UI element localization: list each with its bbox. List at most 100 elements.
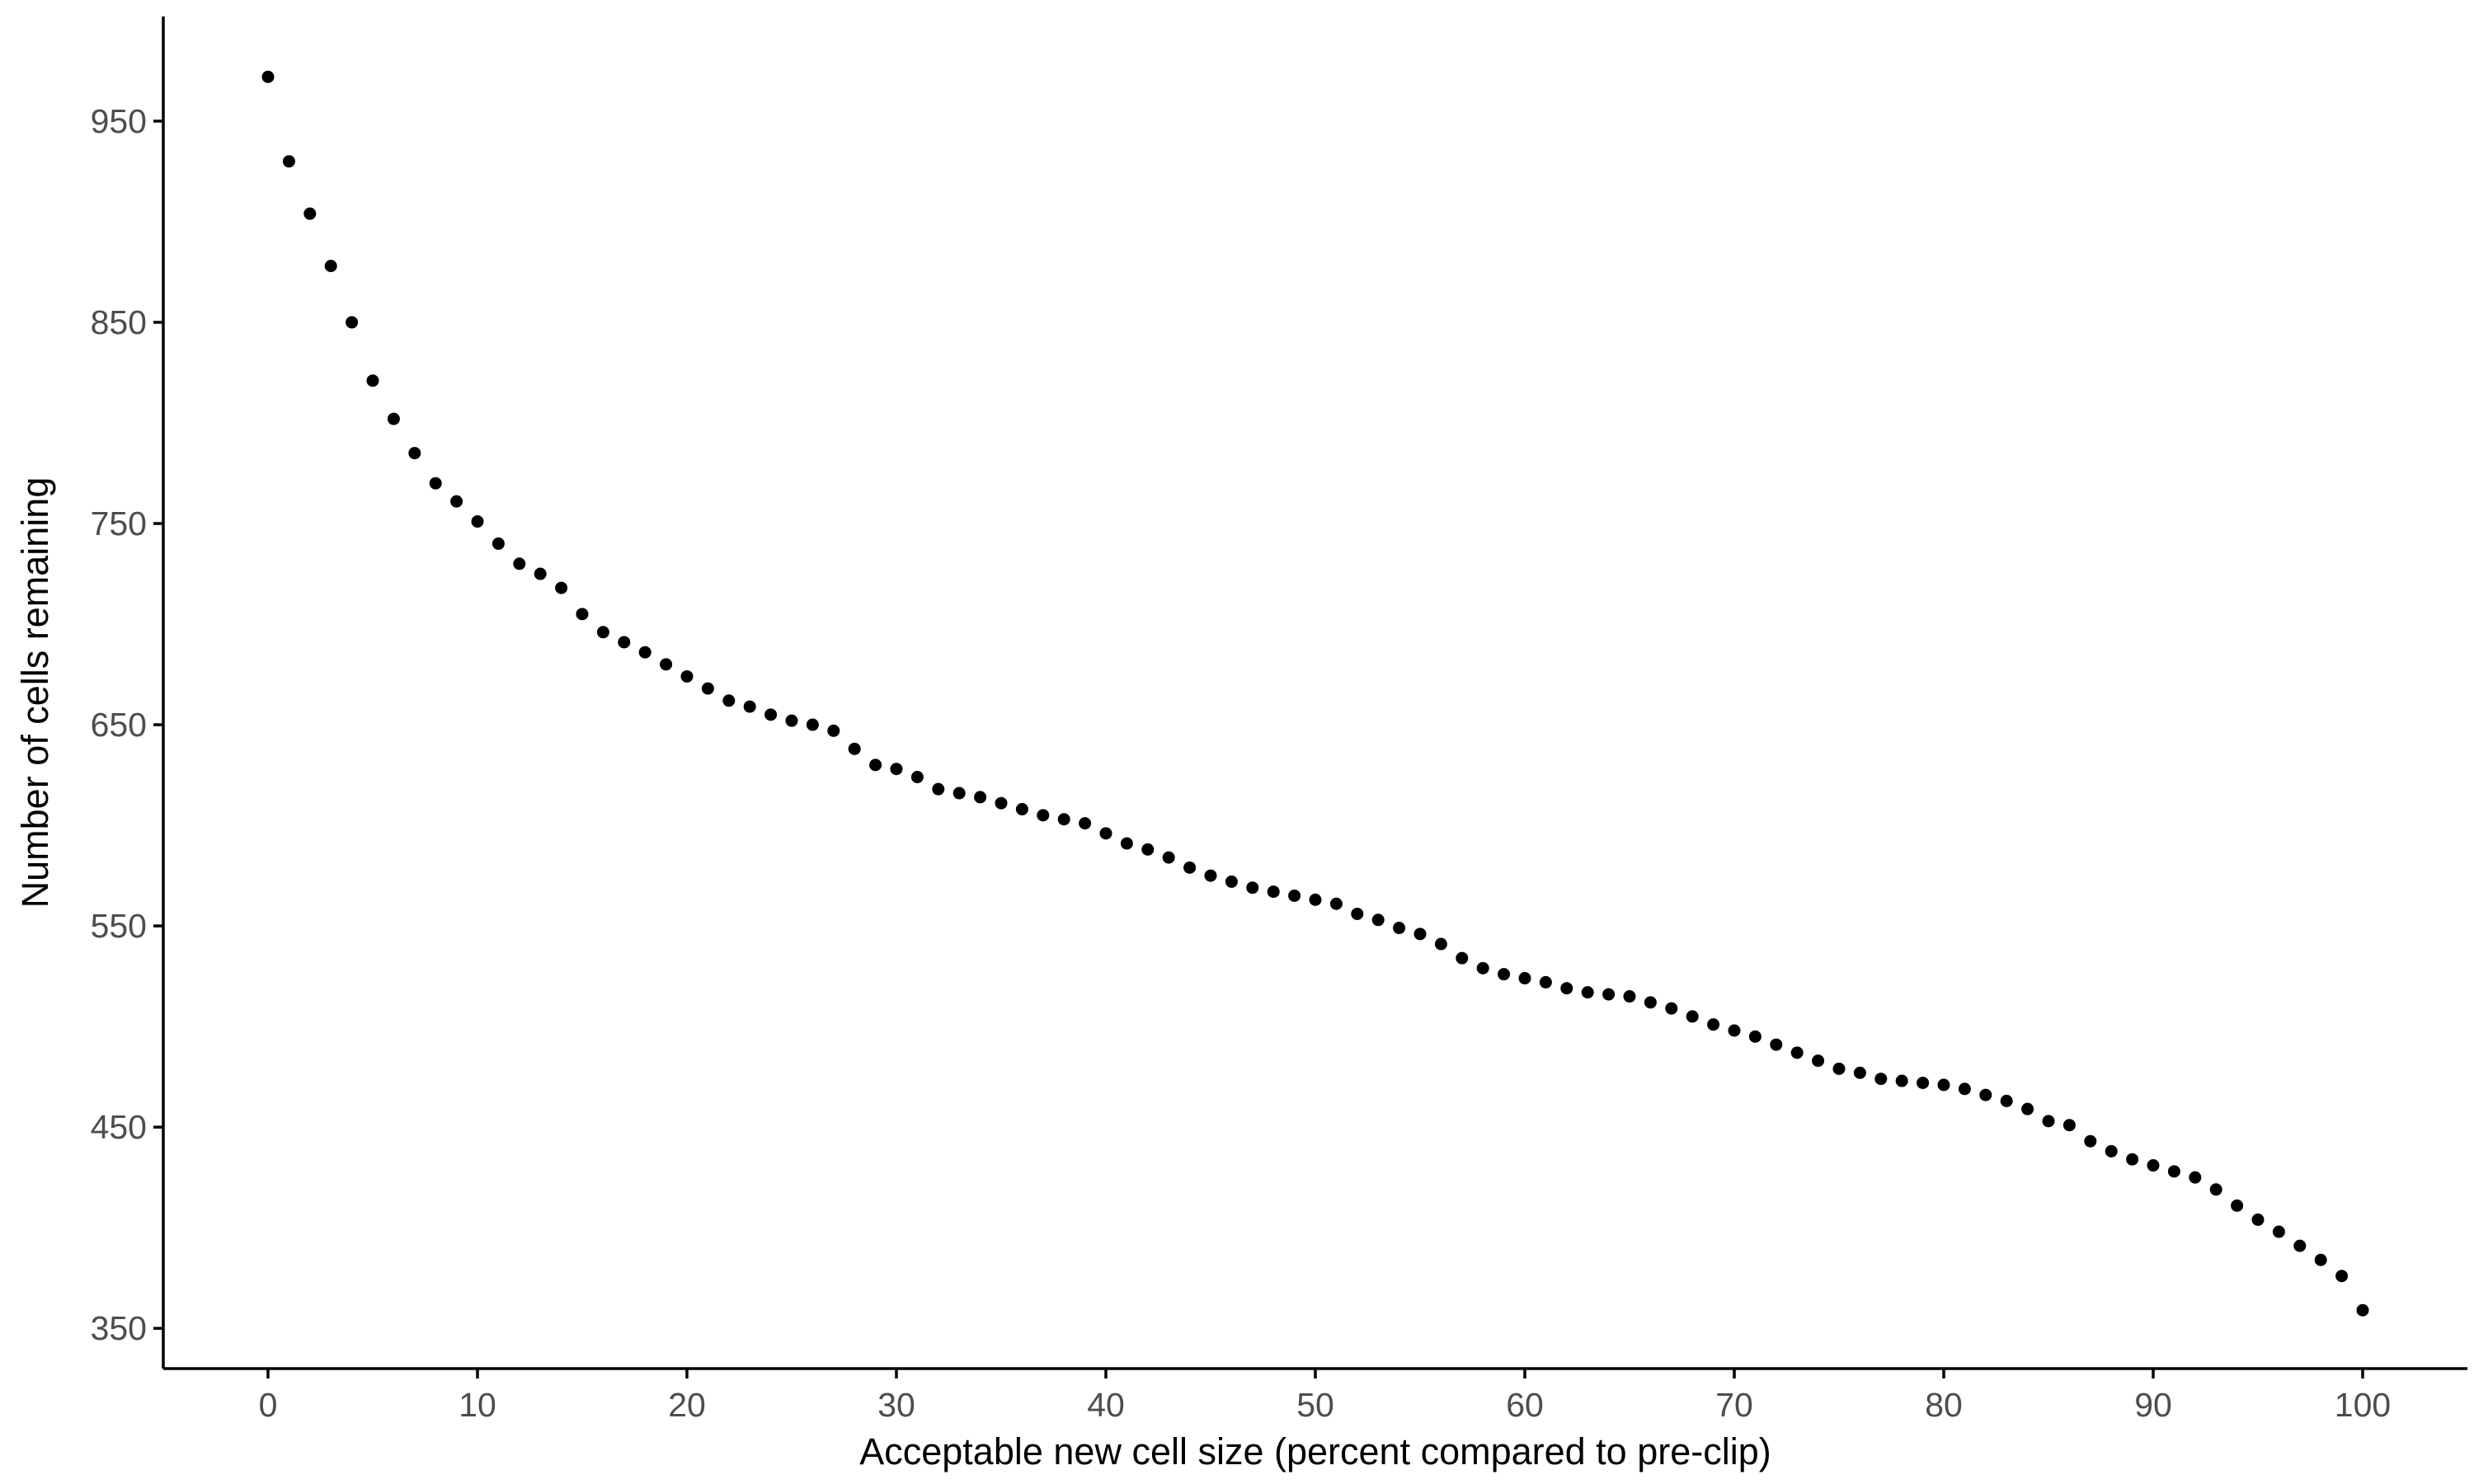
data-point <box>1958 1082 1971 1096</box>
data-point <box>1686 1010 1699 1023</box>
data-point <box>596 626 609 639</box>
data-point <box>1393 922 1406 935</box>
data-point <box>2084 1134 2097 1148</box>
data-point <box>1937 1078 1950 1092</box>
data-point <box>1602 988 1616 1001</box>
data-point <box>2356 1303 2369 1317</box>
y-axis-title: Number of cells remaining <box>14 477 56 909</box>
data-point <box>1539 975 1552 989</box>
data-point <box>2147 1159 2160 1172</box>
data-point <box>1079 817 1092 830</box>
data-point <box>261 70 275 83</box>
data-point <box>1623 990 1636 1003</box>
data-point <box>1456 951 1469 965</box>
data-point <box>1057 813 1070 826</box>
data-point <box>1371 913 1385 927</box>
data-point <box>1225 875 1238 888</box>
data-point <box>1874 1073 1888 1086</box>
data-point <box>2209 1183 2222 1196</box>
data-point <box>1707 1018 1720 1031</box>
y-tick-label: 750 <box>91 505 147 542</box>
data-point <box>1770 1038 1783 1051</box>
data-point <box>2189 1171 2202 1184</box>
data-point <box>346 316 359 329</box>
y-tick-label: 850 <box>91 303 147 341</box>
x-tick-label: 50 <box>1296 1386 1334 1424</box>
x-axis-title: Acceptable new cell size (percent compar… <box>859 1430 1771 1472</box>
data-point <box>471 515 484 528</box>
data-point <box>743 700 756 713</box>
data-point <box>952 787 966 800</box>
x-tick-label: 70 <box>1715 1386 1753 1424</box>
x-tick-label: 80 <box>1925 1386 1963 1424</box>
data-point <box>2105 1144 2118 1158</box>
data-point <box>1309 893 1322 906</box>
data-point <box>1351 907 1364 920</box>
data-point <box>974 791 987 804</box>
data-point <box>450 495 463 508</box>
x-tick-label: 40 <box>1087 1386 1125 1424</box>
data-point <box>2231 1199 2244 1212</box>
data-point <box>827 724 840 737</box>
data-point <box>1560 982 1573 995</box>
data-point <box>1120 837 1133 850</box>
data-point <box>869 758 882 772</box>
y-tick-label: 450 <box>91 1108 147 1146</box>
data-point <box>2272 1225 2285 1238</box>
data-point <box>1498 968 1511 981</box>
data-point <box>1917 1076 1930 1089</box>
data-point <box>618 636 631 649</box>
data-point <box>1183 861 1197 874</box>
data-point <box>408 447 421 460</box>
data-point <box>1413 928 1427 941</box>
y-tick-label: 650 <box>91 706 147 744</box>
data-point <box>785 714 798 727</box>
data-point <box>910 771 924 783</box>
data-point <box>1288 889 1301 902</box>
data-point <box>1979 1088 1992 1101</box>
data-point <box>324 260 337 273</box>
data-point <box>660 658 673 671</box>
data-point <box>722 694 736 707</box>
data-point <box>1434 937 1447 951</box>
data-point <box>1644 996 1657 1009</box>
data-point <box>2021 1102 2034 1115</box>
data-point <box>1895 1074 1908 1087</box>
data-point <box>848 742 861 755</box>
data-point <box>764 708 778 721</box>
data-point <box>513 557 526 571</box>
data-point <box>1728 1024 1741 1037</box>
data-point <box>2293 1239 2307 1252</box>
data-point <box>932 782 945 796</box>
data-point <box>1162 851 1175 864</box>
data-point <box>1329 897 1343 910</box>
data-point <box>2062 1119 2076 1132</box>
data-point <box>1665 1002 1678 1015</box>
data-point <box>1518 972 1531 985</box>
x-axis: 0 10 20 30 40 50 60 70 80 90 100 <box>163 1367 2467 1424</box>
data-point <box>1204 869 1217 882</box>
data-point <box>282 155 295 168</box>
x-tick-label: 30 <box>877 1386 915 1424</box>
data-point <box>1832 1062 1846 1075</box>
x-tick-label: 0 <box>259 1386 278 1424</box>
x-tick-label: 90 <box>2134 1386 2172 1424</box>
x-tick-label: 100 <box>2335 1386 2391 1424</box>
data-point <box>806 718 819 731</box>
data-point <box>1790 1046 1804 1059</box>
data-point <box>576 608 589 621</box>
data-point <box>534 567 547 580</box>
data-point <box>995 796 1008 810</box>
data-point <box>387 412 400 425</box>
x-tick-label: 10 <box>459 1386 496 1424</box>
data-point <box>1246 881 1259 895</box>
x-tick-label: 60 <box>1506 1386 1544 1424</box>
data-point <box>638 646 651 659</box>
data-point <box>1812 1054 1825 1068</box>
data-point <box>2314 1253 2327 1266</box>
y-tick-label: 550 <box>91 907 147 945</box>
data-point <box>1853 1066 1866 1079</box>
data-point <box>2335 1270 2349 1283</box>
data-point <box>303 207 317 220</box>
